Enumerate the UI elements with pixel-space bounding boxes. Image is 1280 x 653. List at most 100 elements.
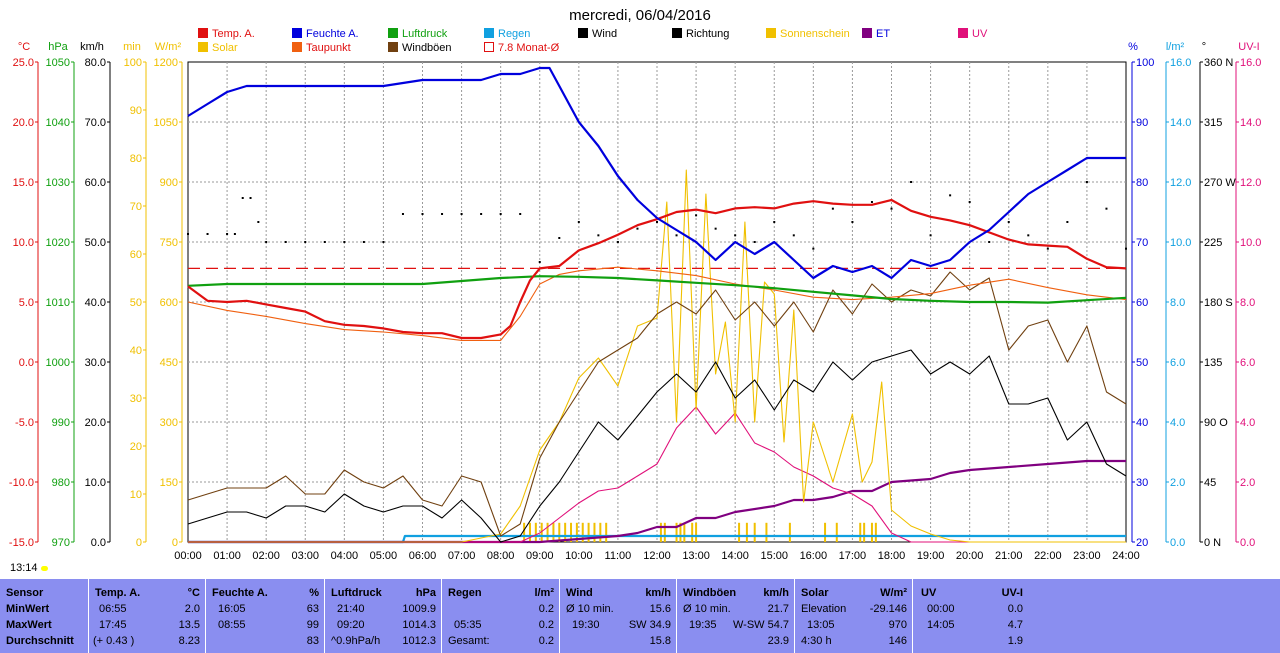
legend-label: Temp. A. bbox=[212, 28, 255, 40]
direction-point bbox=[1007, 221, 1010, 223]
x-tick-label: 16:00 bbox=[800, 550, 828, 562]
direction-point bbox=[206, 233, 209, 235]
press-max-time: 09:20 bbox=[337, 619, 365, 631]
direction-point bbox=[988, 241, 991, 243]
sunshine-bar bbox=[605, 522, 608, 542]
legend-swatch bbox=[388, 42, 398, 52]
table-unit-humidity: % bbox=[309, 587, 319, 599]
sunshine-bar bbox=[599, 522, 602, 542]
x-tick-label: 06:00 bbox=[409, 550, 437, 562]
left-axis-tick-label: 10.0 bbox=[85, 477, 106, 489]
right-axis-tick-label: 10.0 bbox=[1170, 237, 1191, 249]
table-unit-wind: km/h bbox=[645, 587, 671, 599]
right-axis-tick-label: 0.0 bbox=[1240, 537, 1255, 549]
chart-title: mercredi, 06/04/2016 bbox=[569, 7, 711, 24]
direction-point bbox=[265, 241, 268, 243]
sunshine-bar bbox=[863, 522, 866, 542]
right-axis-unit: l/m² bbox=[1166, 41, 1185, 53]
table-head-sensor: Sensor bbox=[6, 587, 44, 599]
direction-point bbox=[949, 194, 952, 197]
legend-swatch bbox=[388, 28, 398, 38]
direction-point bbox=[636, 227, 639, 230]
sunshine-bar bbox=[575, 522, 578, 542]
table-head-gust: Windböen bbox=[683, 587, 737, 599]
direction-point bbox=[851, 221, 854, 223]
direction-point bbox=[714, 227, 717, 230]
x-tick-label: 18:00 bbox=[878, 550, 906, 562]
left-axis-tick-label: 40 bbox=[130, 345, 142, 357]
left-axis-unit: W/m² bbox=[155, 41, 182, 53]
x-tick-label: 22:00 bbox=[1034, 550, 1062, 562]
right-axis-unit: % bbox=[1128, 41, 1138, 53]
direction-point bbox=[597, 234, 600, 237]
sunshine-bars bbox=[523, 522, 877, 542]
table-col-uv: UV UV-I 00:00 0.0 14:05 4.7 1.9 bbox=[912, 579, 1031, 653]
sunshine-bar bbox=[738, 522, 741, 542]
direction-point bbox=[929, 234, 932, 237]
x-tick-label: 19:00 bbox=[917, 550, 945, 562]
right-axis-tick-label: 16.0 bbox=[1240, 57, 1261, 69]
rain-max-value: 0.2 bbox=[538, 619, 554, 631]
left-axis-tick-label: 1050 bbox=[154, 117, 178, 129]
left-axis-tick-label: 900 bbox=[160, 177, 178, 189]
left-axis-unit: min bbox=[123, 41, 141, 53]
direction-point bbox=[1066, 221, 1069, 223]
rain-total-label: Gesamt: bbox=[448, 635, 490, 647]
sun-marker-icon bbox=[41, 566, 48, 571]
right-axis-tick-label: 6.0 bbox=[1170, 357, 1185, 369]
left-axis-tick-label: 980 bbox=[52, 477, 70, 489]
legend-label: Luftdruck bbox=[402, 28, 448, 40]
right-axis-tick-label: 315 bbox=[1204, 117, 1222, 129]
solar-max-value: 970 bbox=[888, 619, 907, 631]
sunshine-bar bbox=[564, 522, 567, 542]
x-tick-label: 20:00 bbox=[956, 550, 984, 562]
wind-max-time: 19:30 bbox=[572, 619, 600, 631]
sunshine-bar bbox=[745, 522, 748, 542]
right-axis-tick-label: 8.0 bbox=[1170, 297, 1185, 309]
solar-elevation-value: -29.146 bbox=[869, 603, 907, 615]
x-tick-label: 15:00 bbox=[760, 550, 788, 562]
legend-label: Wind bbox=[592, 28, 617, 40]
direction-point bbox=[831, 207, 834, 210]
direction-point bbox=[734, 234, 737, 237]
rain-min-value: 0.2 bbox=[538, 603, 554, 615]
left-axis-tick-label: 15.0 bbox=[13, 177, 34, 189]
left-axis-tick-label: 20 bbox=[130, 441, 142, 453]
left-axis-tick-label: 990 bbox=[52, 417, 70, 429]
direction-point bbox=[233, 233, 236, 235]
legend-label: Richtung bbox=[686, 28, 729, 40]
hum-min-time: 16:05 bbox=[218, 603, 246, 615]
gust-avg-value: 23.9 bbox=[767, 635, 789, 647]
left-axis-tick-label: 70 bbox=[130, 201, 142, 213]
left-axis-tick-label: 100 bbox=[124, 57, 142, 69]
direction-point bbox=[304, 241, 307, 243]
left-axis-tick-label: 90 bbox=[130, 105, 142, 117]
legend-swatch bbox=[198, 28, 208, 38]
right-axis-tick-label: 90 O bbox=[1204, 417, 1228, 429]
table-unit-temp: °C bbox=[187, 587, 200, 599]
right-axis-tick-label: 225 bbox=[1204, 237, 1222, 249]
direction-point bbox=[675, 234, 678, 237]
right-axis-tick-label: 180 S bbox=[1204, 297, 1233, 309]
direction-point bbox=[460, 213, 463, 215]
direction-point bbox=[257, 221, 260, 223]
sunshine-bar bbox=[659, 522, 662, 542]
x-tick-label: 21:00 bbox=[995, 550, 1023, 562]
uv-avg-value: 1.9 bbox=[1007, 635, 1023, 647]
legend-swatch bbox=[672, 28, 682, 38]
right-axis-tick-label: 360 N bbox=[1204, 57, 1233, 69]
right-axis-tick-label: 0 N bbox=[1204, 537, 1221, 549]
right-axis-tick-label: 0.0 bbox=[1170, 537, 1185, 549]
sunshine-bar bbox=[534, 522, 537, 542]
x-tick-label: 11:00 bbox=[605, 550, 632, 562]
series-line-luftdruck bbox=[187, 275, 1127, 304]
x-tick-label: 24:00 bbox=[1112, 550, 1140, 562]
uv-min-value: 0.0 bbox=[1007, 603, 1023, 615]
rain-max-time: 05:35 bbox=[454, 619, 482, 631]
table-head-temp: Temp. A. bbox=[95, 587, 141, 599]
left-axis-tick-label: -15.0 bbox=[9, 537, 34, 549]
left-axis-tick-label: 970 bbox=[52, 537, 70, 549]
direction-point bbox=[792, 234, 795, 237]
left-axis-tick-label: 50 bbox=[130, 297, 142, 309]
table-col-solar: Solar W/m² Elevation -29.146 13:05 970 4… bbox=[794, 579, 913, 653]
